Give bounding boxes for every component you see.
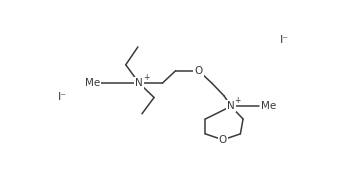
Text: Me: Me: [261, 101, 276, 111]
Text: N: N: [227, 101, 235, 111]
Text: +: +: [235, 96, 241, 105]
Text: O: O: [195, 66, 203, 76]
Text: O: O: [219, 135, 227, 145]
Text: N: N: [135, 78, 143, 88]
Text: Me: Me: [85, 78, 100, 88]
Text: I⁻: I⁻: [58, 92, 68, 102]
Text: I⁻: I⁻: [279, 35, 288, 45]
Text: +: +: [143, 73, 149, 82]
